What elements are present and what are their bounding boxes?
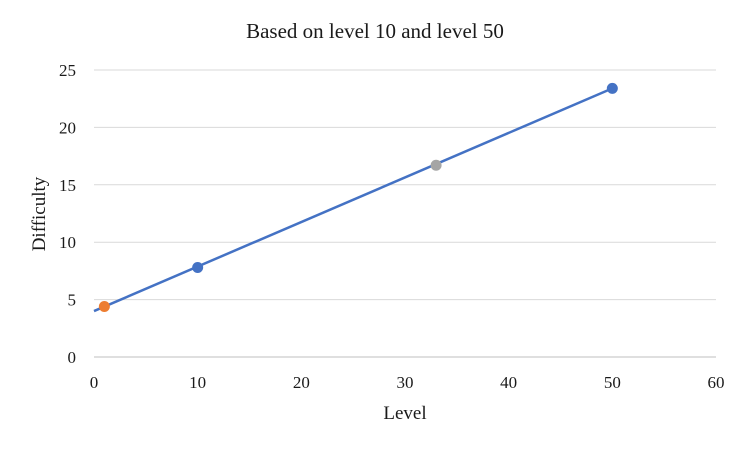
x-tick-label: 50 — [604, 373, 621, 392]
y-tick-label: 20 — [59, 118, 76, 137]
y-tick-label: 10 — [59, 233, 76, 252]
chart-title: Based on level 10 and level 50 — [246, 19, 504, 43]
x-axis-label: Level — [383, 403, 426, 424]
y-axis-label: Difficulty — [29, 176, 50, 251]
x-tick-label: 0 — [90, 373, 99, 392]
y-tick-label: 5 — [68, 291, 77, 310]
data-point — [192, 261, 204, 273]
data-point — [98, 300, 110, 312]
y-tick-label: 0 — [68, 348, 77, 367]
x-tick-label: 10 — [189, 373, 206, 392]
x-tick-labels: 0 10 20 30 40 50 60 — [90, 373, 725, 392]
x-tick-label: 30 — [397, 373, 414, 392]
data-points — [98, 82, 618, 312]
x-tick-label: 60 — [708, 373, 725, 392]
data-point — [430, 159, 442, 171]
data-point — [606, 82, 618, 94]
gridlines — [94, 69, 716, 301]
y-tick-label: 25 — [59, 61, 76, 80]
x-tick-label: 20 — [293, 373, 310, 392]
trendline — [93, 87, 613, 313]
trendline-layer — [93, 87, 613, 313]
y-tick-labels: 0 5 10 15 20 25 — [59, 61, 76, 367]
x-tick-label: 40 — [500, 373, 517, 392]
y-tick-label: 15 — [59, 176, 76, 195]
